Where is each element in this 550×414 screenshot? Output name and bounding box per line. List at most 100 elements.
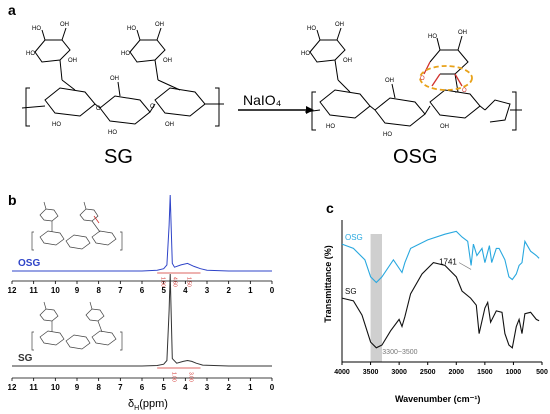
osg-label: OSG [393, 146, 438, 168]
ir-y-axis-label: Transmittance (%) [323, 245, 333, 323]
panel-a-scheme: HO OH HO OH HO OH HO OH HO HO OH OH O O [21, 22, 522, 138]
nmr-x-axis-label: δH(ppm) [128, 398, 168, 412]
sg-label: SG [104, 146, 133, 168]
ir-series-label-osg: OSG [345, 233, 363, 242]
nmr-tick-label: 10 [51, 383, 60, 392]
nmr-tick-label: 2 [226, 383, 231, 392]
svg-text:OH: OH [60, 22, 69, 28]
svg-text:OH: OH [68, 58, 77, 64]
ir-chart: 4000 3500 3000 2500 2000 1500 1000 500 OSG SG 1741… [334, 220, 548, 376]
svg-text:HO: HO [121, 51, 130, 57]
nmr-xlabel-main: δ [128, 398, 135, 410]
reagent-label: NaIO₄ [243, 92, 282, 108]
svg-text:OH: OH [165, 122, 174, 128]
svg-text:HO: HO [428, 34, 437, 40]
sg-structure [21, 27, 224, 127]
nmr-tick-label: 6 [140, 383, 145, 392]
nmr-integral-value: 1.00 [170, 372, 176, 382]
ir-tick-label: 3000 [391, 369, 407, 376]
nmr-xlabel-sub: H [134, 405, 140, 413]
nmr-integral-value: 1.50 [186, 277, 192, 287]
nmr-tick-label: 0 [270, 383, 275, 392]
nmr-integral-value: 1.00 [160, 277, 166, 287]
nmr-tick-label: 5 [161, 383, 166, 392]
ir-series-label-sg: SG [345, 287, 357, 296]
ir-tick-label: 3500 [363, 369, 379, 376]
svg-text:OH: OH [458, 30, 467, 36]
panel-a-letter: a [8, 2, 16, 18]
svg-text:HO: HO [383, 132, 392, 138]
ir-band-annotation: 3300~3500 [382, 349, 417, 356]
nmr-tick-label: 4 [183, 383, 188, 392]
svg-text:HO: HO [307, 26, 316, 32]
nmr-tick-label: 11 [29, 383, 38, 392]
svg-text:O: O [96, 106, 101, 112]
ir-tick-label: 1500 [477, 369, 493, 376]
nmr-tick-label: 4 [183, 286, 188, 295]
svg-text:OH: OH [110, 76, 119, 82]
nmr-tick-label: 7 [118, 383, 123, 392]
nmr-tick-label: 1 [248, 383, 253, 392]
nmr-line-sg [12, 273, 272, 367]
svg-text:O: O [150, 104, 155, 110]
osg-mini-structure [31, 201, 123, 251]
panel-b-letter: b [8, 192, 17, 208]
ir-tick-label: 2500 [420, 369, 436, 376]
nmr-osg-label: OSG [18, 258, 41, 269]
nmr-tick-label: 12 [8, 286, 17, 295]
svg-text:HO: HO [108, 130, 117, 136]
nmr-tick-label: 8 [96, 286, 101, 295]
nmr-integral-value: 3.00 [188, 372, 194, 382]
ir-highlight-band [370, 234, 382, 362]
ir-line-sg [341, 261, 540, 349]
osg-structure [304, 27, 522, 131]
nmr-tick-label: 9 [75, 383, 80, 392]
svg-text:O: O [462, 88, 467, 94]
arrow-head [306, 106, 314, 114]
svg-text:HO: HO [32, 26, 41, 32]
svg-text:OH: OH [155, 22, 164, 28]
svg-text:OH: OH [163, 58, 172, 64]
nmr-xlabel-unit: (ppm) [139, 398, 168, 410]
ir-x-axis-label: Wavenumber (cm⁻¹) [395, 394, 481, 404]
svg-text:OH: OH [343, 58, 352, 64]
nmr-tick-label: 3 [205, 286, 210, 295]
nmr-tick-label: 11 [29, 286, 38, 295]
ir-peak-pointer [458, 262, 472, 270]
aldehyde-groups [423, 61, 463, 87]
nmr-integral-value: 4.60 [171, 277, 177, 287]
nmr-tick-label: 5 [161, 286, 166, 295]
nmr-tick-label: 3 [205, 383, 210, 392]
nmr-tick-label: 7 [118, 286, 123, 295]
svg-text:HO: HO [326, 124, 335, 130]
nmr-sg-label: SG [18, 353, 33, 364]
svg-text:OH: OH [440, 124, 449, 130]
nmr-tick-label: 9 [75, 286, 80, 295]
nmr-tick-label: 8 [96, 383, 101, 392]
highlight-ellipse [419, 65, 473, 91]
nmr-tick-label: 6 [140, 286, 145, 295]
ir-tick-label: 1000 [506, 369, 522, 376]
ir-peak-annotation: 1741 [439, 258, 457, 267]
ir-tick-label: 500 [536, 369, 548, 376]
nmr-tick-label: 0 [270, 286, 275, 295]
nmr-tick-label: 10 [51, 286, 60, 295]
nmr-tick-label: 2 [226, 286, 231, 295]
ir-tick-label: 2000 [448, 369, 464, 376]
svg-text:HO: HO [301, 51, 310, 57]
ir-line-osg [341, 230, 540, 284]
svg-text:HO: HO [127, 26, 136, 32]
svg-text:HO: HO [26, 51, 35, 57]
svg-text:O: O [420, 76, 425, 82]
nmr-tick-label: 1 [248, 286, 253, 295]
nmr-line-osg [12, 194, 272, 272]
nmr-tick-label: 12 [8, 383, 17, 392]
svg-text:HO: HO [52, 122, 61, 128]
ir-tick-label: 4000 [334, 369, 350, 376]
sg-mini-structure [31, 301, 123, 351]
panel-c-letter: c [326, 200, 334, 216]
svg-text:OH: OH [385, 78, 394, 84]
svg-text:OH: OH [335, 22, 344, 28]
